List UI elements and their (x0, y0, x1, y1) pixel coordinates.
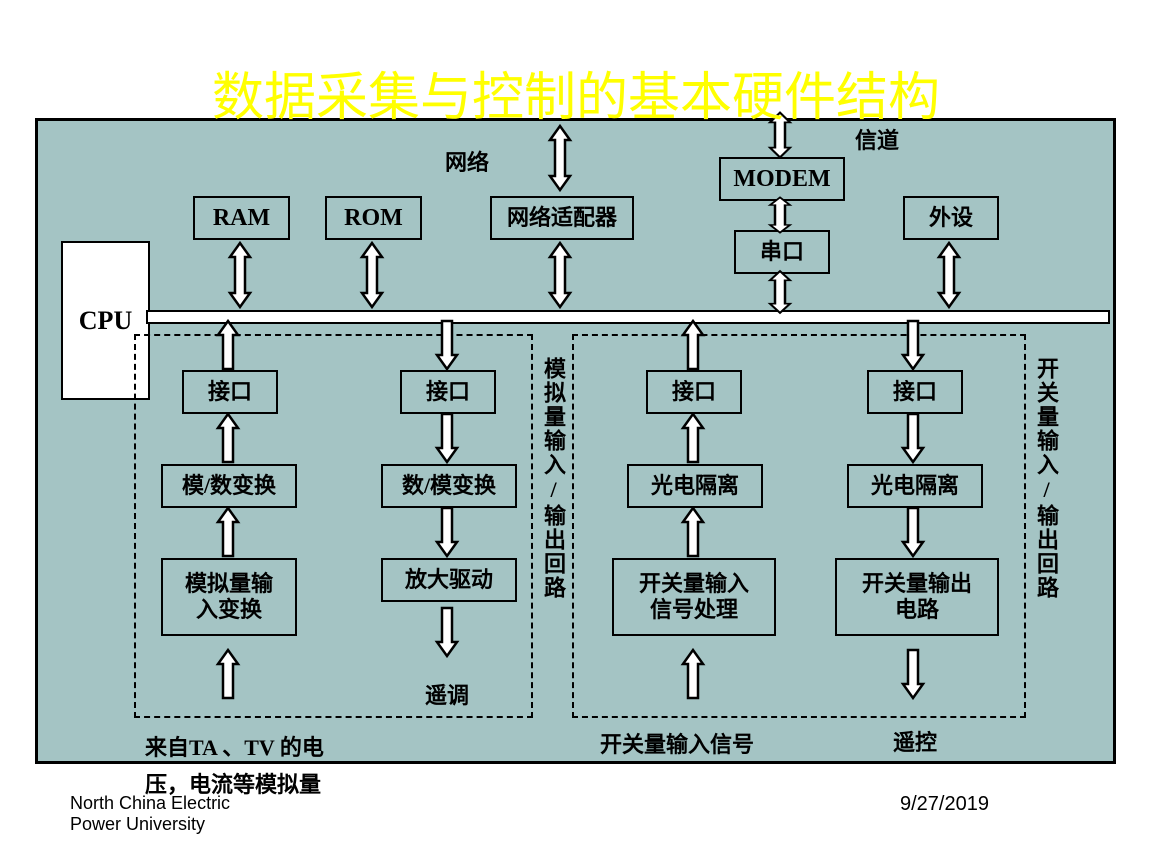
footer-left-line1: North China Electric (70, 793, 230, 814)
footer-left-line2: Power University (70, 814, 230, 835)
footer-date: 9/27/2019 (900, 793, 989, 816)
footer-left: North China Electric Power University (70, 793, 230, 835)
page-title: 数据采集与控制的基本硬件结构 (0, 55, 1152, 130)
